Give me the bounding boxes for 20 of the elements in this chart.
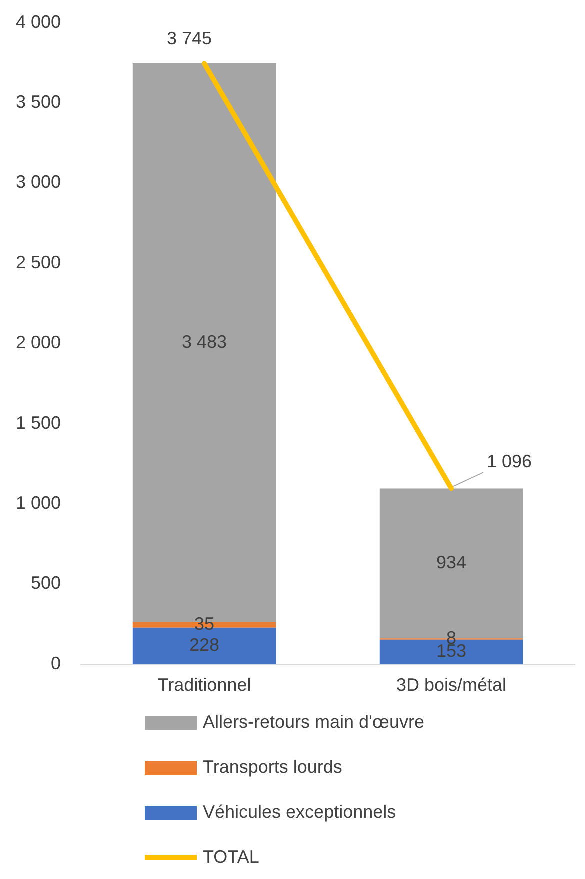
y-tick-label: 2 000 <box>16 332 62 353</box>
data-label: 3 745 <box>167 28 212 49</box>
y-tick-label: 4 000 <box>16 12 62 32</box>
x-tick-label: 3D bois/métal <box>396 675 507 696</box>
x-tick-label: Traditionnel <box>158 675 252 696</box>
legend-label: Transports lourds <box>203 757 342 778</box>
y-tick-label: 1 000 <box>16 492 62 513</box>
y-tick-label: 1 500 <box>16 412 62 433</box>
legend-label: Véhicules exceptionnels <box>203 802 396 823</box>
y-tick-label: 0 <box>51 653 62 674</box>
y-tick-label: 3 500 <box>16 92 62 112</box>
legend-label: TOTAL <box>203 847 260 868</box>
y-tick-label: 500 <box>30 573 62 594</box>
data-label: 934 <box>436 552 467 573</box>
data-label: 1 096 <box>486 452 532 472</box>
y-tick-label: 3 000 <box>16 172 62 192</box>
y-tick-label: 2 500 <box>16 252 62 272</box>
data-label: 3 483 <box>182 332 228 352</box>
data-label: 228 <box>190 635 220 656</box>
legend-label: Allers-retours main d'œuvre <box>203 712 424 733</box>
